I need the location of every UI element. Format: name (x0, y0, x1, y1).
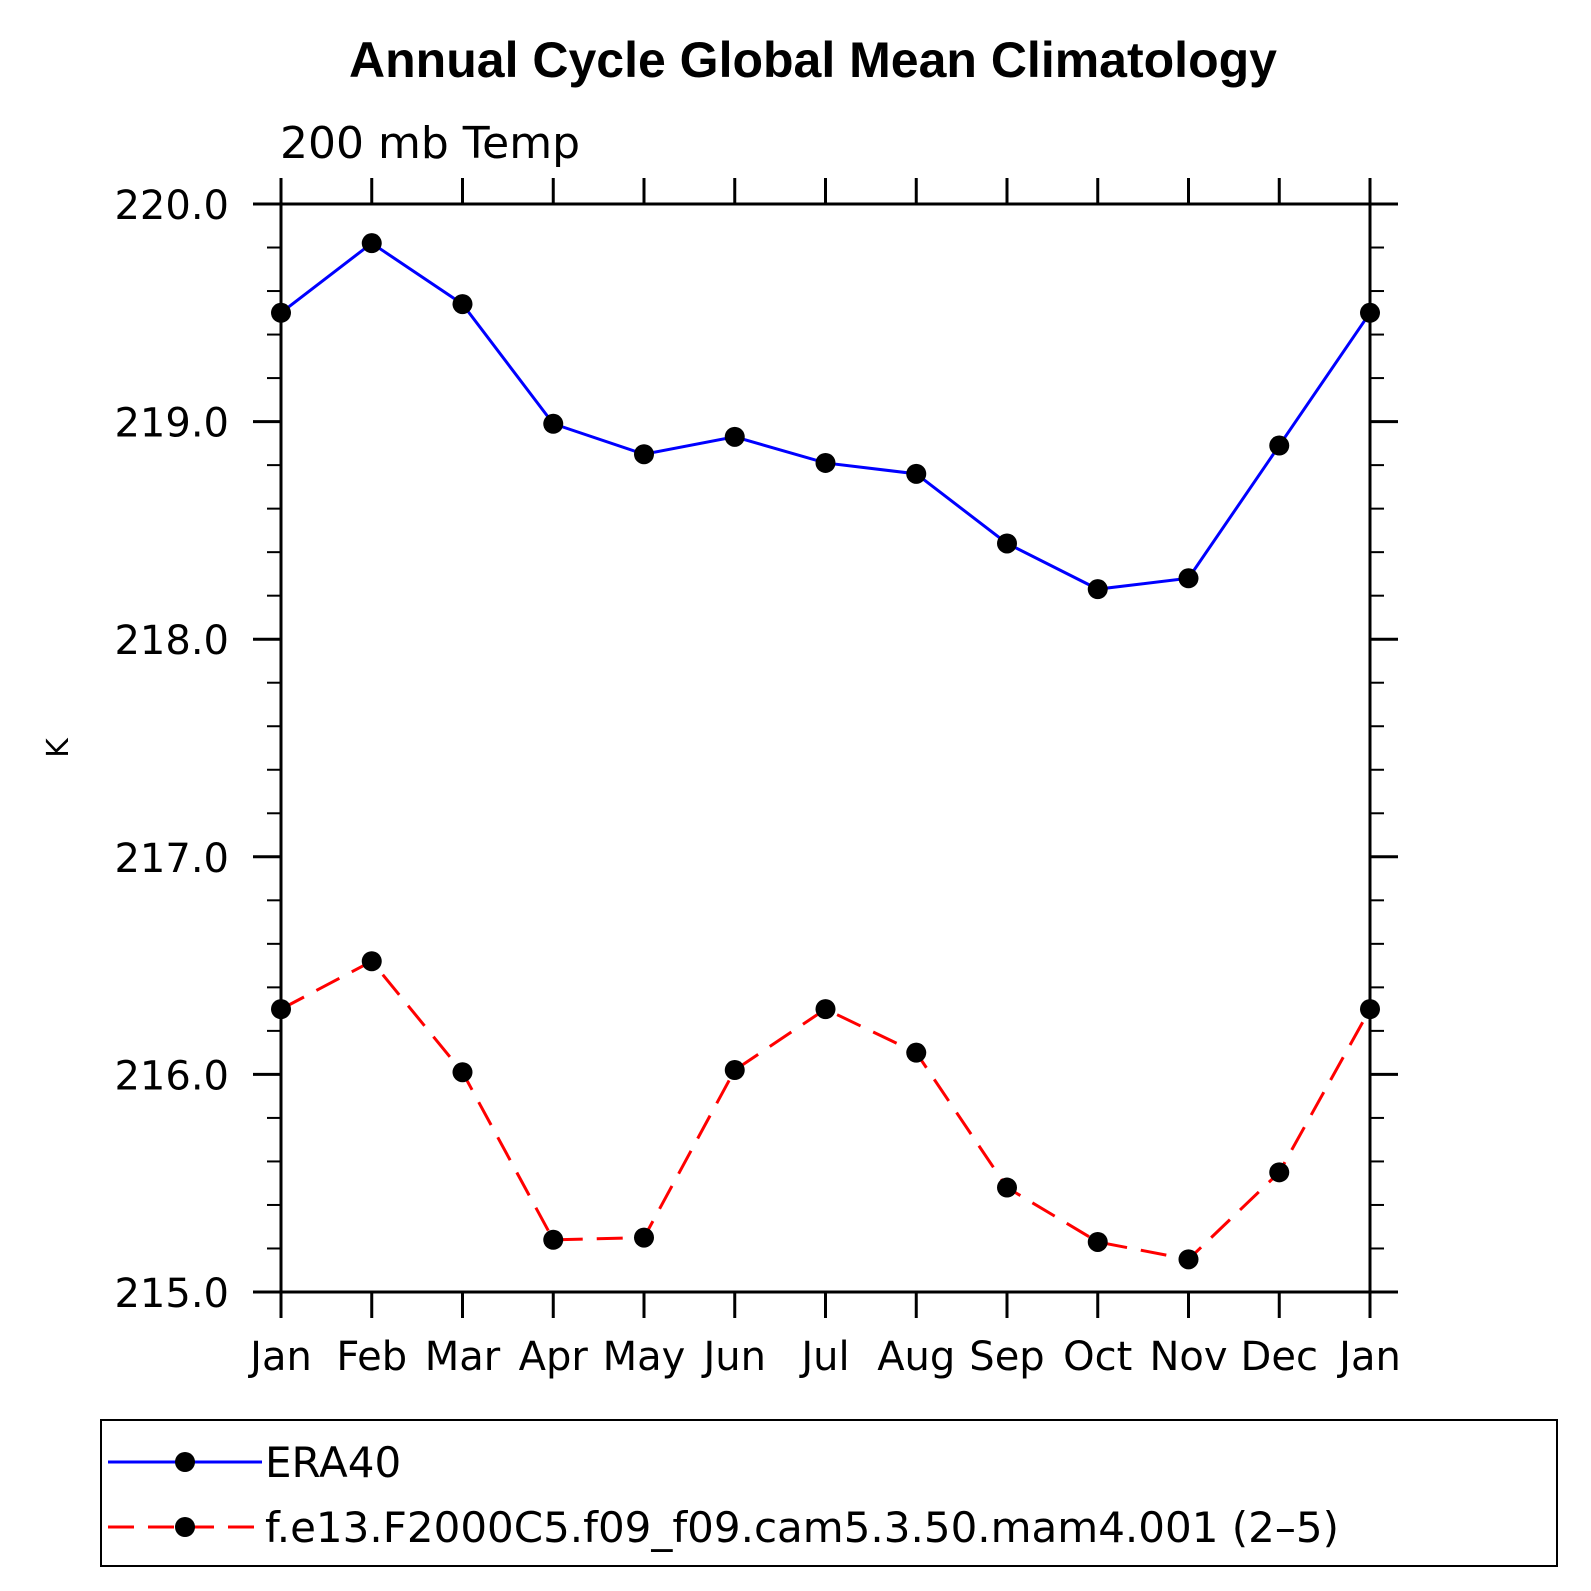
data-point (271, 999, 291, 1020)
data-point (543, 1229, 564, 1250)
chart-subtitle: 200 mb Temp (280, 118, 580, 169)
data-point (1178, 568, 1199, 589)
data-point (1178, 1249, 1199, 1270)
y-tick-label: 219.0 (114, 401, 229, 447)
data-point (906, 1042, 927, 1063)
legend-entry-2: f.e13.F2000C5.f09_f09.cam5.3.50.mam4.001… (108, 1503, 1339, 1552)
x-tick-label: May (603, 1334, 686, 1380)
axes: Jan Feb Mar Apr May Jun Jul Aug Sep Oct Nov Dec Jan 2… (114, 178, 1401, 1380)
data-point (997, 1177, 1017, 1198)
data-point (906, 463, 927, 484)
data-point (634, 1227, 654, 1248)
y-axis-label: K (41, 737, 76, 758)
data-point (361, 233, 382, 254)
data-point (543, 413, 564, 434)
x-tick-label: Dec (1241, 1334, 1318, 1380)
data-point (361, 951, 382, 972)
legend-marker (175, 1452, 195, 1472)
series-line (280, 241, 1372, 591)
x-tick-label: Jun (701, 1334, 767, 1380)
legend-marker (175, 1517, 195, 1537)
data-point (1360, 999, 1380, 1020)
data-point (634, 444, 654, 465)
legend-label: f.e13.F2000C5.f09_f09.cam5.3.50.mam4.001… (265, 1503, 1339, 1552)
y-tick-label: 215.0 (114, 1271, 229, 1317)
x-tick-label: Jul (798, 1334, 849, 1380)
data-point (452, 294, 473, 315)
x-tick-label: Jan (247, 1334, 312, 1380)
data-point (724, 1060, 745, 1081)
x-tick-label: Sep (969, 1334, 1044, 1380)
series-1 (271, 233, 1380, 600)
series-layer (271, 233, 1380, 1270)
data-point (1087, 1231, 1108, 1252)
data-point (724, 426, 745, 447)
x-tick-label: Oct (1063, 1334, 1132, 1380)
data-point (1360, 302, 1380, 323)
x-tick-label: Aug (877, 1334, 955, 1380)
x-tick-label: Mar (425, 1334, 501, 1380)
data-point (271, 302, 291, 323)
data-point (1269, 435, 1290, 456)
series-2 (271, 951, 1380, 1270)
data-point (1269, 1162, 1290, 1183)
data-point (997, 533, 1017, 554)
data-point (1087, 579, 1108, 600)
y-tick-label: 216.0 (114, 1053, 229, 1099)
y-tick-label: 217.0 (114, 836, 229, 882)
data-point (815, 452, 836, 473)
legend-entry-1: ERA40 (108, 1438, 401, 1487)
y-tick-label: 220.0 (114, 183, 229, 229)
data-point (815, 999, 836, 1020)
legend-label: ERA40 (265, 1438, 401, 1487)
data-point (452, 1062, 473, 1083)
plot-frame (279, 202, 1372, 1294)
x-tick-label: Feb (336, 1334, 407, 1380)
legend-box (100, 1419, 1558, 1567)
y-tick-label: 218.0 (114, 618, 229, 664)
x-tick-label: Jan (1336, 1334, 1401, 1380)
chart-title: Annual Cycle Global Mean Climatology (349, 32, 1277, 88)
x-tick-label: Apr (519, 1334, 589, 1380)
x-tick-label: Nov (1149, 1334, 1227, 1380)
legend: ERA40 f.e13.F2000C5.f09_f09.cam5.3.50.mam… (100, 1419, 1558, 1567)
